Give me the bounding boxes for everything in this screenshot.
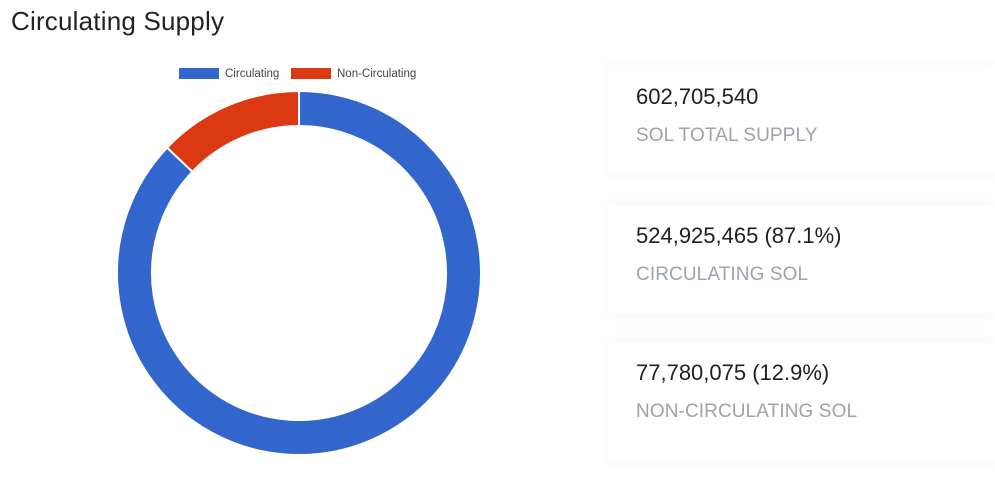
non-circulating-value: 77,780,075 (12.9%): [636, 360, 830, 385]
chart-legend: Circulating Non-Circulating: [179, 68, 416, 80]
legend-swatch: [179, 68, 219, 79]
legend-label: Circulating: [225, 68, 279, 80]
circulating-label: CIRCULATING SOL: [636, 264, 809, 285]
total-supply-value: 602,705,540: [636, 84, 759, 109]
legend-swatch: [291, 68, 331, 79]
donut-chart-svg: Circulating Non-Circulating: [116, 68, 482, 456]
donut-slice-circulating[interactable]: [116, 89, 482, 456]
legend-label: Non-Circulating: [337, 68, 416, 80]
supply-donut-chart: Circulating Non-Circulating: [90, 58, 510, 468]
stat-card-total-supply: 602,705,540 SOL TOTAL SUPPLY: [608, 65, 995, 173]
circulating-value: 524,925,465 (87.1%): [636, 223, 842, 248]
total-supply-label: SOL TOTAL SUPPLY: [636, 125, 818, 146]
donut-slices: [116, 89, 482, 456]
stat-card-circulating: 524,925,465 (87.1%) CIRCULATING SOL: [608, 205, 995, 313]
donut-slice-non-circulating[interactable]: [165, 89, 300, 174]
stat-card-non-circulating: 77,780,075 (12.9%) NON-CIRCULATING SOL: [608, 343, 995, 461]
non-circulating-label: NON-CIRCULATING SOL: [636, 401, 858, 422]
legend-item-circulating[interactable]: Circulating: [179, 68, 279, 80]
legend-item-non-circulating[interactable]: Non-Circulating: [291, 68, 416, 80]
page-title: Circulating Supply: [11, 6, 225, 36]
